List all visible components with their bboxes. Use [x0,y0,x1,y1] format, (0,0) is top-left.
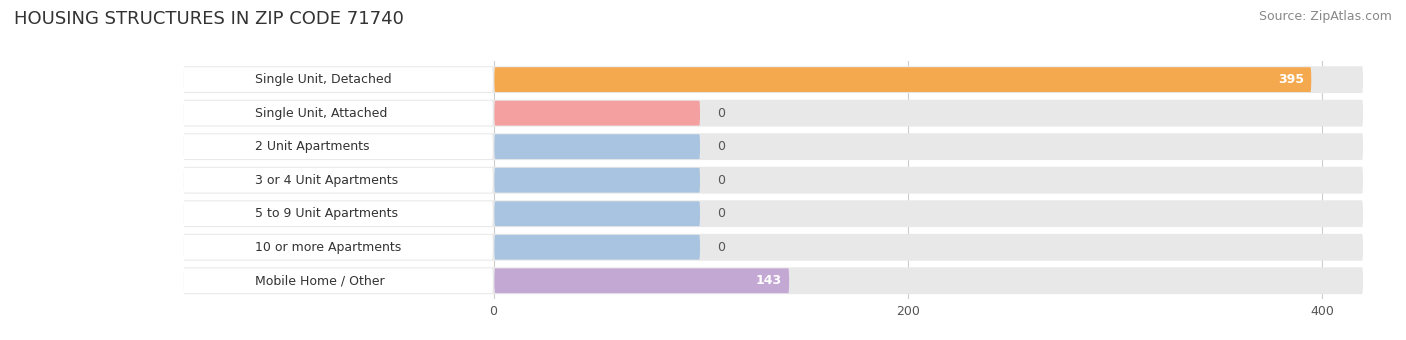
FancyBboxPatch shape [184,167,1362,193]
Text: Single Unit, Attached: Single Unit, Attached [256,107,388,120]
FancyBboxPatch shape [184,201,494,226]
FancyBboxPatch shape [184,267,1362,294]
FancyBboxPatch shape [184,133,1362,160]
FancyBboxPatch shape [495,268,789,293]
Text: HOUSING STRUCTURES IN ZIP CODE 71740: HOUSING STRUCTURES IN ZIP CODE 71740 [14,10,404,28]
FancyBboxPatch shape [495,67,1312,92]
Text: 3 or 4 Unit Apartments: 3 or 4 Unit Apartments [256,174,398,187]
Text: 2 Unit Apartments: 2 Unit Apartments [256,140,370,153]
FancyBboxPatch shape [184,100,1362,126]
Text: 10 or more Apartments: 10 or more Apartments [256,241,402,254]
FancyBboxPatch shape [184,200,1362,227]
Text: Single Unit, Detached: Single Unit, Detached [256,73,392,86]
Text: Mobile Home / Other: Mobile Home / Other [256,274,385,287]
Text: 0: 0 [717,107,725,120]
Text: 395: 395 [1278,73,1303,86]
FancyBboxPatch shape [495,101,700,125]
Text: 0: 0 [717,241,725,254]
FancyBboxPatch shape [495,168,700,192]
Text: 143: 143 [755,274,782,287]
Text: 0: 0 [717,140,725,153]
FancyBboxPatch shape [495,134,700,159]
FancyBboxPatch shape [184,101,494,125]
Text: 0: 0 [717,174,725,187]
FancyBboxPatch shape [184,235,494,260]
FancyBboxPatch shape [495,201,700,226]
FancyBboxPatch shape [184,67,494,92]
Text: 0: 0 [717,207,725,220]
FancyBboxPatch shape [495,235,700,260]
FancyBboxPatch shape [184,168,494,192]
FancyBboxPatch shape [184,134,494,159]
Text: Source: ZipAtlas.com: Source: ZipAtlas.com [1258,10,1392,23]
Text: 5 to 9 Unit Apartments: 5 to 9 Unit Apartments [256,207,398,220]
FancyBboxPatch shape [184,268,494,293]
FancyBboxPatch shape [184,234,1362,261]
FancyBboxPatch shape [184,66,1362,93]
